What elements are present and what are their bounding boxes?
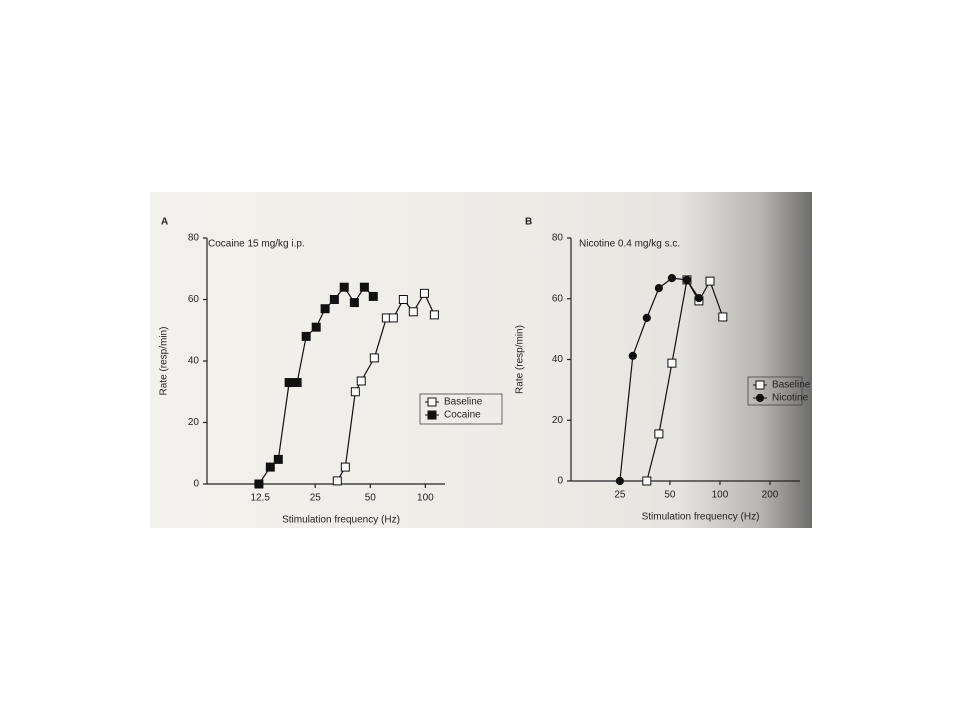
x-tick-label: 25 bbox=[310, 493, 322, 504]
data-point bbox=[329, 295, 339, 304]
y-tick-label: 0 bbox=[193, 479, 199, 490]
data-point bbox=[301, 331, 311, 341]
x-tick-label: 25 bbox=[614, 490, 626, 501]
legend-label: Baseline bbox=[444, 397, 483, 408]
x-tick-label: 50 bbox=[365, 493, 377, 504]
y-tick-label: 60 bbox=[188, 294, 200, 305]
legend-label: Nicotine bbox=[772, 393, 809, 404]
data-point bbox=[292, 378, 302, 388]
data-point bbox=[284, 378, 294, 388]
data-point bbox=[350, 387, 360, 397]
x-tick-label: 200 bbox=[762, 490, 779, 501]
y-tick-label: 80 bbox=[188, 233, 200, 244]
data-point bbox=[388, 313, 398, 323]
data-point bbox=[340, 462, 350, 472]
data-point bbox=[332, 476, 342, 486]
data-point bbox=[642, 476, 652, 486]
chart-title: Nicotine 0.4 mg/kg s.c. bbox=[579, 239, 680, 250]
scanned-page bbox=[150, 192, 812, 528]
chart-title: Cocaine 15 mg/kg i.p. bbox=[208, 239, 305, 250]
legend-label: Cocaine bbox=[444, 410, 481, 421]
series-line bbox=[646, 278, 724, 482]
data-point bbox=[273, 454, 283, 464]
data-point bbox=[419, 288, 429, 298]
data-point bbox=[359, 282, 369, 292]
x-axis-label: Stimulation frequency (Hz) bbox=[642, 512, 760, 523]
data-point bbox=[398, 295, 408, 304]
legend-marker bbox=[755, 393, 765, 403]
data-point bbox=[718, 312, 728, 322]
data-point bbox=[265, 462, 275, 472]
x-tick-label: 100 bbox=[712, 490, 729, 501]
y-axis-label: Rate (resp/min) bbox=[159, 327, 170, 396]
series-line bbox=[619, 277, 700, 482]
y-tick-label: 40 bbox=[188, 356, 200, 367]
panel-label: A bbox=[161, 217, 168, 228]
y-tick-label: 60 bbox=[552, 293, 564, 304]
y-axis-label: Rate (resp/min) bbox=[515, 325, 526, 394]
panel-label: B bbox=[525, 217, 532, 228]
data-point bbox=[615, 476, 624, 486]
data-point bbox=[642, 313, 651, 322]
data-point bbox=[429, 310, 439, 320]
legend-marker bbox=[427, 397, 437, 407]
data-point bbox=[628, 351, 637, 360]
data-point bbox=[694, 294, 704, 303]
legend-box bbox=[419, 393, 503, 425]
data-point bbox=[369, 353, 379, 363]
data-point bbox=[349, 298, 359, 308]
data-point bbox=[339, 282, 349, 292]
series-line bbox=[258, 286, 374, 485]
y-tick-label: 20 bbox=[552, 415, 564, 426]
legend-box bbox=[747, 376, 803, 406]
data-point bbox=[654, 429, 664, 439]
data-point bbox=[705, 276, 715, 286]
legend-label: Baseline bbox=[772, 380, 811, 391]
legend-marker bbox=[427, 410, 437, 420]
x-tick-label: 100 bbox=[417, 493, 434, 504]
data-point bbox=[254, 479, 264, 489]
data-point bbox=[311, 322, 321, 332]
data-point bbox=[356, 376, 366, 386]
legend-marker bbox=[755, 380, 765, 390]
x-tick-label: 50 bbox=[664, 490, 676, 501]
data-point bbox=[667, 358, 677, 368]
x-tick-label: 12.5 bbox=[250, 493, 270, 504]
y-tick-label: 0 bbox=[557, 476, 563, 487]
data-point bbox=[368, 291, 378, 301]
x-axis-label: Stimulation frequency (Hz) bbox=[282, 515, 400, 526]
data-point bbox=[654, 284, 663, 293]
y-tick-label: 40 bbox=[552, 354, 564, 365]
data-point bbox=[408, 307, 418, 317]
y-tick-label: 80 bbox=[552, 233, 564, 244]
data-point bbox=[682, 275, 692, 285]
y-tick-label: 20 bbox=[188, 417, 200, 428]
data-point bbox=[667, 273, 677, 283]
data-point bbox=[320, 304, 330, 314]
